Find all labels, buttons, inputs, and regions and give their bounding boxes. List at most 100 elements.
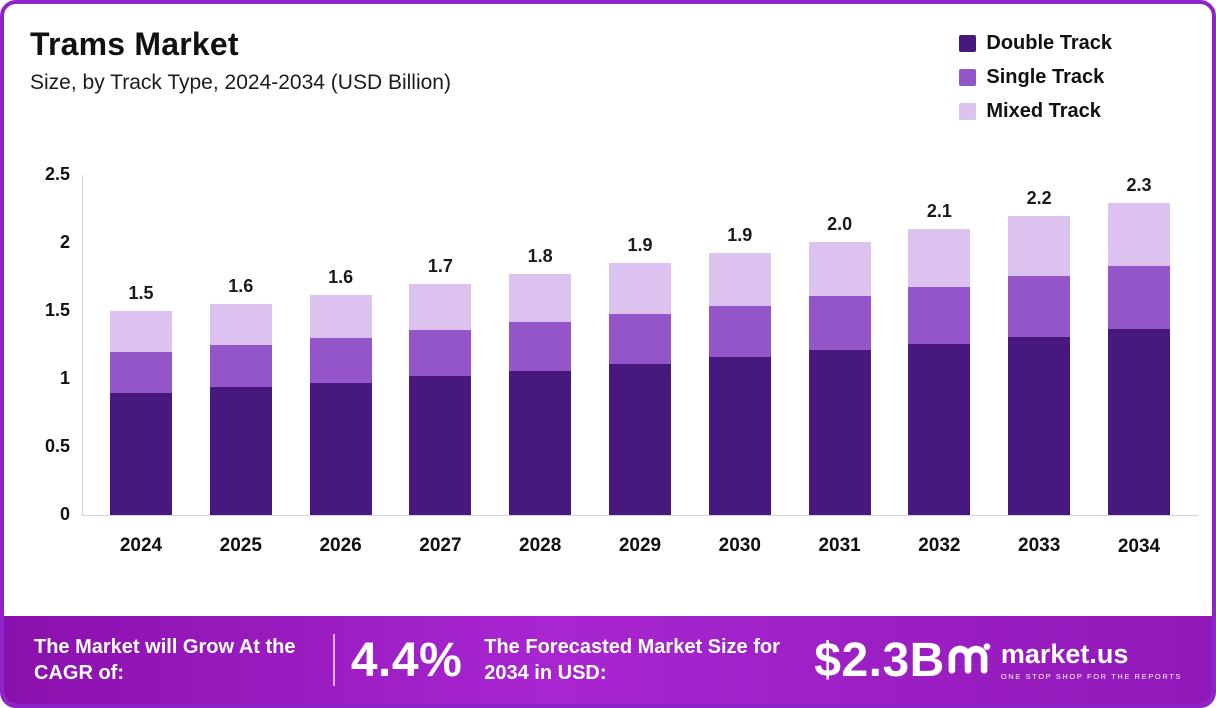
bar-segment-single-track <box>309 338 372 384</box>
bar-stack <box>409 283 472 515</box>
bar-segment-mixed-track <box>1008 215 1071 276</box>
brand-text: market.us ONE STOP SHOP FOR THE REPORTS <box>1001 639 1182 681</box>
cagr-value: 4.4% <box>350 633 463 687</box>
bar-total-label: 1.9 <box>727 224 753 245</box>
bar-segment-mixed-track <box>509 274 572 322</box>
y-axis-tick-label: 2.5 <box>44 164 70 184</box>
bar-segment-single-track <box>110 351 172 393</box>
legend: Double Track Single Track Mixed Track <box>959 26 1112 123</box>
bar-column: 2.3 2034 <box>1107 175 1170 563</box>
bar-column: 1.5 2024 <box>110 175 172 563</box>
x-axis-label: 2027 <box>419 535 462 556</box>
footer-divider <box>333 634 335 686</box>
legend-label: Double Track <box>986 32 1112 54</box>
bar-segment-double-track <box>110 392 172 515</box>
bar-total-label: 1.8 <box>527 246 553 267</box>
bar-segment-mixed-track <box>608 263 671 314</box>
bar-segment-single-track <box>708 305 771 358</box>
bar-column: 1.9 2030 <box>708 175 771 563</box>
y-axis-tick-label: 1 <box>59 368 70 388</box>
bar-segment-single-track <box>1008 275 1071 337</box>
y-axis-line <box>82 175 83 515</box>
bar-segment-double-track <box>309 383 372 515</box>
y-axis-tick-label: 2 <box>59 232 70 252</box>
page-subtitle: Size, by Track Type, 2024-2034 (USD Bill… <box>30 71 451 94</box>
legend-swatch <box>959 69 977 86</box>
footer-banner: The Market will Grow At the CAGR of: 4.4… <box>4 616 1212 704</box>
legend-swatch <box>959 103 977 120</box>
bar-segment-single-track <box>209 345 272 388</box>
x-axis-label: 2025 <box>219 535 262 556</box>
bar-segment-mixed-track <box>309 294 372 339</box>
x-axis-label: 2029 <box>618 535 662 556</box>
y-axis-tick-label: 0.5 <box>44 436 70 456</box>
bar-segment-mixed-track <box>1107 203 1170 266</box>
bar-segment-double-track <box>608 364 671 515</box>
bar-segment-double-track <box>708 357 771 515</box>
bar-column: 2.0 2031 <box>808 175 871 563</box>
legend-item-single-track: Single Track <box>959 66 1112 89</box>
x-axis-label: 2026 <box>319 535 362 556</box>
bar-total-label: 1.6 <box>228 276 254 297</box>
bar-segment-single-track <box>409 330 472 377</box>
bar-column: 1.9 2029 <box>608 175 671 563</box>
bar-segment-single-track <box>1107 265 1170 330</box>
bar-stack <box>1008 215 1071 515</box>
x-axis-label: 2033 <box>1018 535 1061 556</box>
bar-segment-mixed-track <box>209 304 272 346</box>
legend-item-double-track: Double Track <box>959 32 1112 55</box>
bar-column: 1.6 2025 <box>209 175 272 563</box>
bar-segment-single-track <box>908 286 971 344</box>
page-title: Trams Market <box>30 26 239 62</box>
forecast-label: The Forecasted Market Size for 2034 in U… <box>484 636 780 684</box>
x-axis-line <box>82 515 1198 516</box>
bar-segment-mixed-track <box>808 241 871 297</box>
x-axis-label: 2030 <box>718 535 761 556</box>
x-axis-label: 2024 <box>119 535 163 556</box>
bar-segment-single-track <box>808 296 871 351</box>
bar-stack <box>1107 203 1170 516</box>
bar-column: 1.6 2026 <box>309 175 372 563</box>
bar-column: 1.7 2027 <box>409 175 472 563</box>
bar-column: 2.2 2033 <box>1008 175 1071 563</box>
brand-tagline: ONE STOP SHOP FOR THE REPORTS <box>1000 672 1182 681</box>
bar-total-label: 2.1 <box>926 201 952 222</box>
bar-total-label: 2.3 <box>1126 175 1152 195</box>
chart: 2.5 2 1.5 1 0.5 0 1.5 2024 1.6 2025 1.6 2026 1.7 202… <box>4 164 1212 563</box>
bar-column: 1.8 2028 <box>509 175 572 563</box>
x-axis-label: 2032 <box>918 535 961 556</box>
bar-stack <box>509 274 572 515</box>
bar-total-label: 1.5 <box>128 283 154 304</box>
bar-total-label: 1.7 <box>427 255 453 276</box>
bar-segment-mixed-track <box>110 311 172 352</box>
marketus-logo-icon <box>945 640 991 681</box>
legend-swatch <box>959 35 977 52</box>
header: Trams Market Size, by Track Type, 2024-2… <box>4 4 1212 123</box>
bar-stack <box>708 252 771 515</box>
bar-column: 2.1 2032 <box>908 175 971 563</box>
bar-total-label: 1.6 <box>328 266 354 287</box>
bar-total-label: 2.2 <box>1026 187 1052 208</box>
x-axis-label: 2031 <box>818 535 861 556</box>
bar-total-label: 2.0 <box>827 213 853 234</box>
plot-area: 1.5 2024 1.6 2025 1.6 2026 1.7 2027 1.8 2028 1.9 20… <box>82 175 1198 563</box>
bar-total-label: 1.9 <box>627 235 653 256</box>
brand-name: market.us <box>1000 639 1129 669</box>
bar-stack <box>309 294 372 515</box>
legend-label: Single Track <box>986 66 1105 88</box>
bar-stack <box>608 263 671 515</box>
x-axis-label: 2028 <box>519 535 562 556</box>
bar-segment-mixed-track <box>409 283 472 331</box>
bar-segment-mixed-track <box>708 252 771 306</box>
legend-item-mixed-track: Mixed Track <box>959 100 1112 123</box>
brand: market.us ONE STOP SHOP FOR THE REPORTS <box>945 639 1182 681</box>
bar-segment-single-track <box>509 321 572 371</box>
y-axis: 2.5 2 1.5 1 0.5 0 <box>20 164 82 524</box>
forecast-value: $2.3B <box>814 633 945 687</box>
bar-segment-double-track <box>409 376 472 515</box>
title-block: Trams Market Size, by Track Type, 2024-2… <box>30 26 451 123</box>
y-axis-tick-label: 1.5 <box>44 300 70 320</box>
bar-segment-double-track <box>808 350 871 515</box>
bar-segment-single-track <box>608 313 671 365</box>
